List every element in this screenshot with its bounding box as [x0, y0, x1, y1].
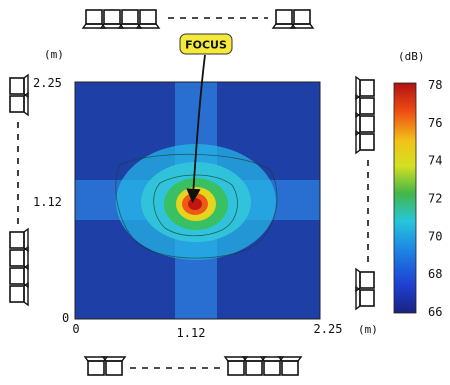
speaker-icon — [135, 9, 161, 29]
colorbar-tick-label: 76 — [428, 116, 442, 130]
x-axis-unit: (m) — [358, 323, 378, 336]
speaker-icon — [223, 356, 249, 376]
contour-line — [153, 174, 238, 237]
speaker-icon — [355, 111, 375, 137]
speaker-icon — [277, 356, 303, 376]
colorbar: (dB) 66 68 70 72 74 76 78 — [393, 50, 442, 319]
speaker-icon — [9, 73, 29, 99]
focus-label-box — [179, 33, 233, 55]
x-axis: 0 1.12 2.25 (m) — [72, 322, 377, 340]
speaker-icon — [9, 227, 29, 253]
speaker-icon — [81, 9, 107, 29]
speaker-arrays — [9, 9, 375, 376]
speaker-icon — [355, 267, 375, 293]
speaker-icon — [9, 281, 29, 307]
x-tick-label: 2.25 — [314, 322, 343, 336]
colorbar-tick-label: 74 — [428, 154, 442, 168]
speaker-icon — [9, 263, 29, 289]
colorbar-tick-label: 72 — [428, 192, 442, 206]
y-tick-label: 2.25 — [33, 76, 62, 90]
speaker-icon — [101, 356, 127, 376]
speaker-icon — [355, 93, 375, 119]
speaker-icon — [241, 356, 267, 376]
y-axis-unit: (m) — [44, 48, 64, 61]
y-tick-label: 0 — [62, 311, 69, 325]
speaker-icon — [355, 75, 375, 101]
y-tick-label: 1.12 — [33, 195, 62, 209]
speaker-icon — [9, 245, 29, 271]
x-tick-label: 1.12 — [177, 326, 206, 340]
speaker-icon — [117, 9, 143, 29]
focus-label: FOCUS — [185, 39, 227, 52]
speaker-icon — [259, 356, 285, 376]
focus-arrow — [186, 54, 206, 204]
speaker-icon — [289, 9, 315, 29]
colorbar-ticks: 66 68 70 72 74 76 78 — [428, 78, 442, 319]
contour-line — [115, 153, 278, 259]
speaker-icon — [9, 91, 29, 117]
plot-border — [74, 81, 321, 320]
colorbar-tick-label: 78 — [428, 78, 442, 92]
heatmap-plot — [74, 81, 321, 320]
speaker-icon — [99, 9, 125, 29]
speaker-icon — [355, 285, 375, 311]
x-tick-label: 0 — [72, 322, 79, 336]
colorbar-tick-label: 66 — [428, 305, 442, 319]
speaker-icon — [271, 9, 297, 29]
y-axis: (m) 2.25 1.12 0 — [33, 48, 69, 325]
speaker-icon — [83, 356, 109, 376]
speaker-icon — [355, 129, 375, 155]
colorbar-tick-label: 70 — [428, 229, 442, 243]
colorbar-tick-label: 68 — [428, 267, 442, 281]
colorbar-gradient — [393, 82, 417, 314]
colorbar-unit: (dB) — [398, 50, 425, 63]
heatmap-peak — [188, 198, 202, 210]
focus-annotation: FOCUS — [179, 33, 233, 204]
